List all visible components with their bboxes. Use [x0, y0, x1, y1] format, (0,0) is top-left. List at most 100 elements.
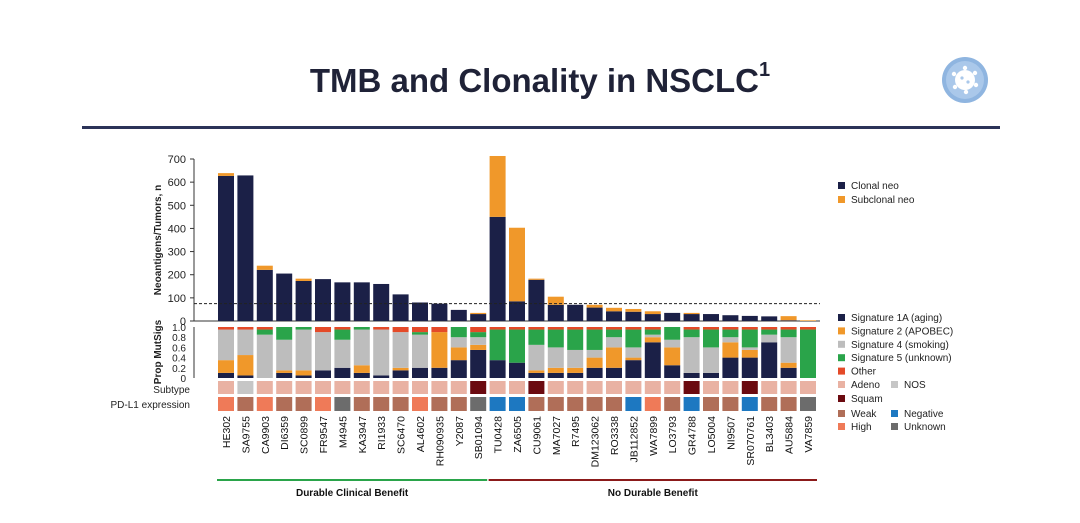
legend-swatch — [891, 423, 898, 430]
mutsig-segment — [528, 344, 545, 371]
mutsig-segment — [373, 327, 390, 330]
mutsig-segment — [295, 370, 312, 376]
clonal-bar — [412, 302, 428, 321]
mutsig-segment — [741, 327, 758, 330]
legend-label: Squam — [851, 394, 883, 405]
mutsig-segment — [373, 329, 390, 376]
pdl1-cell — [431, 397, 448, 411]
mutsig-segment — [800, 329, 816, 378]
mutsig-segment — [703, 327, 719, 330]
mutsig-segment — [295, 329, 312, 371]
category-label: DM123062 — [590, 416, 602, 468]
pdl1-cell — [489, 397, 506, 411]
mutsig-segment — [761, 342, 778, 378]
pdl1-cell — [276, 397, 293, 411]
mutsig-segment — [528, 327, 545, 330]
clonal-bar — [625, 311, 642, 321]
mutsig-segment — [315, 332, 331, 371]
category-label: BL3403 — [764, 416, 776, 452]
subtype-cell — [547, 381, 564, 394]
mutsig-segment — [644, 334, 661, 338]
mutsig-segment — [606, 347, 622, 368]
mutsig-segment — [334, 327, 351, 330]
pdl1-cell — [450, 397, 467, 411]
pdl1-cell — [683, 397, 700, 411]
subtype-cell — [780, 381, 797, 394]
mutsig-segment — [509, 327, 525, 330]
category-label: WA7899 — [648, 416, 660, 456]
clonal-bar — [315, 279, 331, 321]
mutsig-segment — [489, 360, 506, 378]
pdl1-cell — [664, 397, 681, 411]
pdl1-row-label: PD-L1 expression — [111, 400, 190, 411]
clonal-bar — [780, 320, 797, 321]
category-label: LO3793 — [667, 416, 679, 454]
category-label: SR070761 — [745, 416, 757, 466]
category-label: RI1933 — [376, 416, 388, 450]
slide-title-text: TMB and Clonality in NSCLC — [309, 62, 760, 99]
clonal-bar — [276, 273, 293, 321]
top-y-axis-title: Neoantigens/Tumors, n — [153, 185, 164, 295]
mutsig-segment — [334, 367, 351, 378]
category-label: GR4788 — [687, 416, 699, 455]
mutsig-segment — [741, 357, 758, 378]
mutsig-segment — [606, 327, 622, 330]
legend-swatch — [838, 340, 845, 348]
pdl1-cell — [741, 397, 758, 411]
legend-swatch — [838, 367, 845, 375]
mutsig-segment — [237, 329, 254, 356]
subclonal-bar — [489, 155, 506, 217]
mutsig-segment — [722, 327, 739, 330]
mutsig-segment — [412, 332, 428, 335]
clonal-bar — [373, 283, 390, 321]
mutsig-segment — [567, 367, 584, 373]
clonal-bar — [431, 303, 448, 321]
mutsig-segment — [683, 329, 700, 338]
subtype-cell — [218, 381, 234, 394]
subclonal-bar — [218, 173, 234, 176]
pdl1-cell — [567, 397, 584, 411]
mutsig-segment — [547, 327, 564, 330]
pdl1-cell — [256, 397, 273, 411]
subclonal-bar — [509, 227, 525, 302]
subclonal-bar — [547, 296, 564, 305]
category-label: KA3947 — [357, 416, 369, 454]
mutsig-segment — [392, 332, 409, 368]
subtype-cell — [722, 381, 739, 394]
pdl1-cell — [392, 397, 409, 411]
mutsig-segment — [683, 372, 700, 378]
category-label: M4945 — [337, 416, 349, 448]
mutsig-segment — [547, 367, 564, 373]
mutsig-segment — [780, 367, 797, 378]
mutsig-segment — [218, 327, 234, 330]
legend-label: Signature 4 (smoking) — [851, 340, 949, 351]
subclonal-bar — [295, 278, 312, 281]
legend-label: Other — [851, 367, 877, 378]
mutsig-y-tick-label: 0.8 — [172, 333, 186, 344]
category-label: LO5004 — [706, 416, 718, 454]
top-y-tick-label: 600 — [168, 177, 186, 189]
subtype-cell — [276, 381, 293, 394]
mutsig-segment — [625, 360, 642, 378]
clonal-bar — [392, 294, 409, 321]
category-label: HE302 — [221, 416, 233, 448]
category-label: R7495 — [570, 416, 582, 447]
pdl1-cell — [625, 397, 642, 411]
mutsig-segment — [800, 327, 816, 330]
mutsig-y-tick-label: 1.0 — [172, 323, 186, 334]
mutsig-segment — [703, 372, 719, 378]
mutsig-segment — [353, 327, 370, 330]
clonal-bar — [683, 314, 700, 321]
subtype-cell — [315, 381, 331, 394]
subtype-cell — [741, 381, 758, 394]
mutsig-segment — [353, 365, 370, 373]
mutsig-segment — [450, 360, 467, 378]
mutsig-segment — [606, 329, 622, 338]
top-y-tick-label: 200 — [168, 270, 186, 282]
clonal-bar — [644, 314, 661, 321]
subclonal-bar — [470, 312, 487, 315]
mutsig-segment — [334, 329, 351, 340]
mutsig-segment — [489, 327, 506, 330]
top-y-tick-label: 300 — [168, 247, 186, 259]
clonal-bar — [722, 315, 739, 321]
